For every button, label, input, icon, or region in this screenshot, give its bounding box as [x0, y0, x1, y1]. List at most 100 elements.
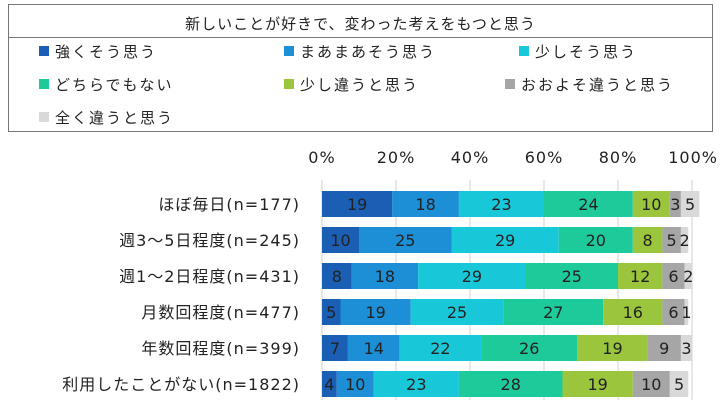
legend-item-neutral: どちらでもない — [39, 74, 174, 95]
legend-swatch — [284, 46, 294, 56]
legend-label: どちらでもない — [55, 76, 174, 94]
bar-segment — [662, 227, 681, 253]
data-label: 20 — [586, 231, 606, 250]
data-label: 18 — [415, 195, 435, 214]
data-label: 10 — [641, 195, 661, 214]
legend-label: 少しそう思う — [535, 43, 638, 61]
legend-item-mostly-disagree: おおよそ違うと思う — [505, 74, 674, 95]
bar-segment — [336, 371, 374, 397]
data-label: 5 — [685, 195, 695, 214]
bar-segment — [525, 263, 618, 289]
category-label: 月数回程度(n=477) — [141, 303, 300, 322]
data-label: 3 — [670, 195, 680, 214]
bar-segment — [669, 191, 681, 217]
x-tick-label: 0% — [308, 148, 335, 167]
bar-segment — [458, 371, 563, 397]
bar-segment — [558, 227, 633, 253]
data-label: 6 — [668, 303, 678, 322]
legend-swatch — [505, 79, 515, 89]
data-label: 27 — [543, 303, 563, 322]
bar-segment — [410, 299, 504, 325]
legend-swatch — [39, 79, 49, 89]
legend-item-somewhat-agree: まあまあそう思う — [284, 41, 436, 62]
bar-segment — [322, 227, 359, 253]
data-label: 19 — [587, 375, 607, 394]
legend-label: まあまあそう思う — [300, 43, 437, 61]
data-label: 9 — [659, 339, 669, 358]
x-tick-label: 60% — [525, 148, 564, 167]
data-label: 28 — [501, 375, 521, 394]
data-label: 5 — [326, 303, 336, 322]
x-tick-label: 20% — [377, 148, 416, 167]
data-label: 23 — [491, 195, 511, 214]
bar-segment — [340, 299, 411, 325]
legend-divider — [9, 37, 712, 38]
category-label: 年数回程度(n=399) — [141, 339, 300, 358]
data-label: 24 — [578, 195, 598, 214]
data-label: 18 — [375, 267, 395, 286]
bar-segment — [451, 227, 559, 253]
data-label: 19 — [347, 195, 367, 214]
legend-swatch — [39, 112, 49, 122]
bar-segment — [632, 191, 670, 217]
bar-segment — [322, 335, 348, 361]
bar-segment — [392, 191, 459, 217]
bar-segment — [669, 371, 689, 397]
data-label: 25 — [395, 231, 415, 250]
data-label: 5 — [667, 231, 677, 250]
bar-segment — [322, 371, 337, 397]
data-label: 8 — [332, 267, 342, 286]
bar-segment — [618, 263, 663, 289]
legend-item-strongly-disagree: 全く違うと思う — [39, 107, 174, 128]
x-tick-label: 40% — [451, 148, 490, 167]
data-label: 22 — [430, 339, 450, 358]
data-label: 25 — [447, 303, 467, 322]
legend: 新しいことが好きで、変わった考えをもつと思う 強くそう思う まあまあそう思う 少… — [8, 4, 713, 132]
legend-label: 少し違うと思う — [300, 76, 420, 94]
legend-swatch — [519, 46, 529, 56]
bar-segment — [662, 299, 685, 325]
data-label: 10 — [345, 375, 365, 394]
legend-label: 全く違うと思う — [55, 109, 175, 127]
data-label: 19 — [602, 339, 622, 358]
legend-label: 強くそう思う — [55, 43, 158, 61]
legend-item-slightly-disagree: 少し違うと思う — [284, 74, 419, 95]
bar-segment — [503, 299, 604, 325]
legend-title: 新しいことが好きで、変わった考えをもつと思う — [185, 15, 536, 33]
x-tick-label: 80% — [599, 148, 638, 167]
bar-segment — [481, 335, 578, 361]
data-label: 12 — [630, 267, 650, 286]
data-label: 5 — [674, 375, 684, 394]
bar-segment — [458, 191, 544, 217]
data-label: 10 — [641, 375, 661, 394]
category-label: 週1～2日程度(n=431) — [119, 267, 300, 286]
bar-segment — [647, 335, 681, 361]
bar-segment — [680, 191, 700, 217]
bar-segment — [680, 335, 692, 361]
bar-segment — [347, 335, 400, 361]
bar-segment — [603, 299, 663, 325]
bar-segment — [322, 263, 352, 289]
data-label: 1 — [681, 303, 691, 322]
bar-segment — [322, 191, 393, 217]
bar-segment — [544, 191, 633, 217]
data-label: 25 — [562, 267, 582, 286]
bar-segment — [684, 299, 689, 325]
bar-segment — [684, 263, 692, 289]
data-label: 29 — [495, 231, 515, 250]
data-label: 8 — [643, 231, 653, 250]
data-label: 10 — [330, 231, 350, 250]
data-label: 26 — [519, 339, 539, 358]
bar-segment — [359, 227, 452, 253]
bar-segment — [680, 227, 689, 253]
legend-swatch — [39, 46, 49, 56]
bar-segment — [662, 263, 685, 289]
category-label: 利用したことがない(n=1822) — [62, 375, 300, 394]
category-label: ほぼ毎日(n=177) — [158, 195, 300, 214]
data-label: 3 — [681, 339, 691, 358]
data-label: 6 — [668, 267, 678, 286]
legend-item-strongly-agree: 強くそう思う — [39, 41, 157, 62]
data-label: 16 — [623, 303, 643, 322]
bar-segment — [418, 263, 526, 289]
